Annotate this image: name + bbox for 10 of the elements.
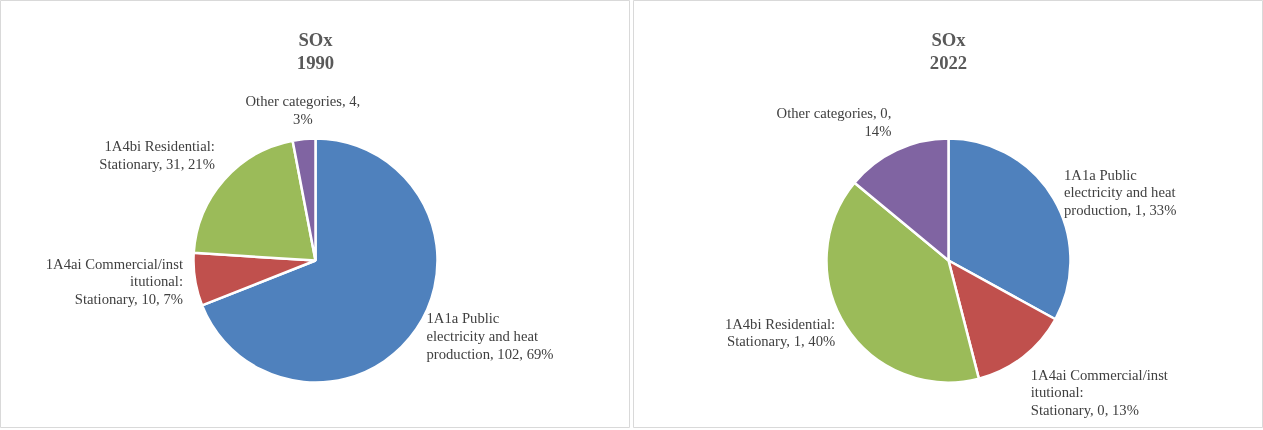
slice-label: 1A4bi Residential: Stationary, 31, 21%: [99, 138, 215, 172]
slice-label: Other categories, 0, 14%: [776, 105, 892, 140]
slice-label: 1A4bi Residential: Stationary, 1, 40%: [724, 315, 836, 350]
slice-label: 1A4ai Commercial/institutional: Stationary, 0, 13%: [1030, 366, 1168, 418]
chart-title: SOx 1990: [296, 28, 335, 73]
slice-label: 1A4ai Commercial/institutional: Stationary, 10, 7%: [45, 255, 183, 308]
slice-label: 1A1a Public electricity and heat production, 102, 69%: [426, 310, 554, 362]
chart-title: SOx 2022: [929, 28, 968, 73]
slice-label: 1A1a Public electricity and heat production, 1, 33%: [1064, 166, 1177, 218]
slice-label: Other categories, 4, 3%: [245, 93, 361, 127]
